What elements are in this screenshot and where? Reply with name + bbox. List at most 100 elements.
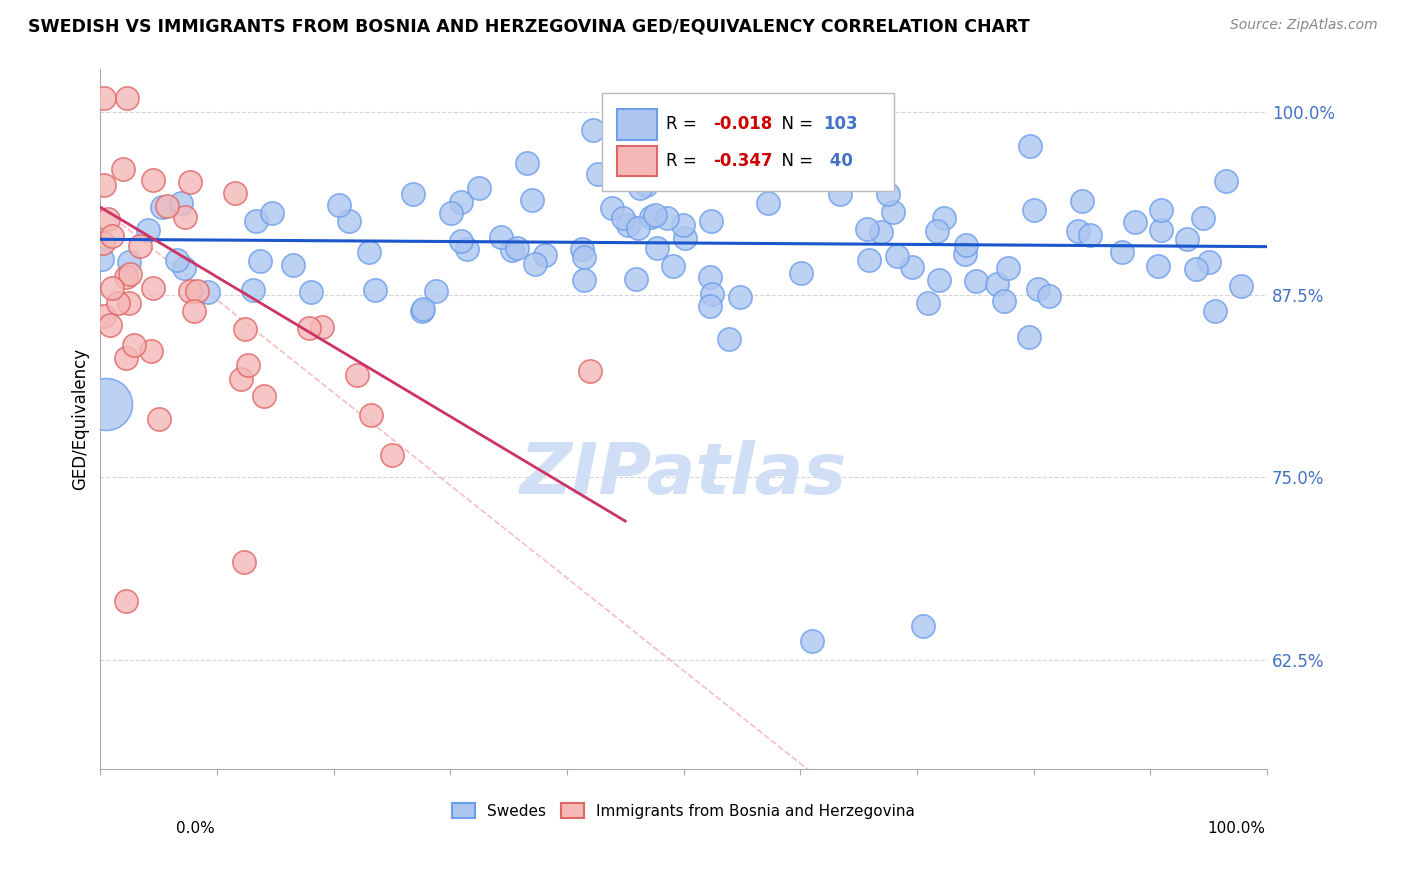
Point <box>1175 232 1198 246</box>
Point <box>1150 222 1173 236</box>
Point <box>156 199 179 213</box>
Point <box>114 594 136 608</box>
Point <box>456 243 478 257</box>
Point <box>402 186 425 201</box>
Point <box>1071 194 1094 208</box>
Point <box>179 175 201 189</box>
Point <box>856 221 879 235</box>
Point <box>150 200 173 214</box>
Point <box>136 223 159 237</box>
Point <box>586 167 609 181</box>
Point <box>640 211 662 225</box>
Point <box>1067 224 1090 238</box>
Point <box>876 187 898 202</box>
Point <box>627 221 650 235</box>
Point <box>917 295 939 310</box>
Point <box>634 178 657 193</box>
Point <box>655 211 678 225</box>
Point <box>1146 259 1168 273</box>
Point <box>616 219 638 233</box>
Point <box>997 261 1019 276</box>
Text: N =: N = <box>770 152 818 170</box>
Point <box>1230 279 1253 293</box>
Point <box>93 310 115 324</box>
Point <box>357 244 380 259</box>
Point <box>233 321 256 335</box>
Point <box>925 224 948 238</box>
Point <box>673 231 696 245</box>
Point <box>901 260 924 274</box>
Point <box>582 123 605 137</box>
Point <box>346 368 368 382</box>
Point <box>224 186 246 201</box>
FancyBboxPatch shape <box>617 109 657 140</box>
Point <box>523 257 546 271</box>
Point <box>700 286 723 301</box>
Point <box>166 252 188 267</box>
Point <box>260 206 283 220</box>
Point <box>179 284 201 298</box>
Point <box>328 198 350 212</box>
Point <box>886 249 908 263</box>
Point <box>122 338 145 352</box>
Point <box>97 212 120 227</box>
Point <box>717 332 740 346</box>
Point <box>283 258 305 272</box>
Point <box>1018 139 1040 153</box>
Point <box>522 193 544 207</box>
Point <box>1198 255 1220 269</box>
Point <box>993 293 1015 308</box>
Point <box>107 295 129 310</box>
Point <box>800 633 823 648</box>
Text: 40: 40 <box>824 152 852 170</box>
Text: ZIPatlas: ZIPatlas <box>520 441 848 509</box>
Point <box>91 252 114 266</box>
Point <box>700 214 723 228</box>
Point <box>170 196 193 211</box>
FancyBboxPatch shape <box>602 93 894 191</box>
Point <box>242 283 264 297</box>
Point <box>1018 329 1040 343</box>
Point <box>1026 282 1049 296</box>
Point <box>115 270 138 285</box>
Point <box>1125 215 1147 229</box>
Point <box>1038 289 1060 303</box>
Text: -0.018: -0.018 <box>713 115 772 133</box>
Point <box>624 272 647 286</box>
Point <box>1191 211 1213 225</box>
Point <box>489 229 512 244</box>
Point <box>1111 245 1133 260</box>
Point <box>928 273 950 287</box>
Point <box>756 196 779 211</box>
Point <box>337 214 360 228</box>
Point <box>858 252 880 267</box>
Point <box>612 211 634 226</box>
Point <box>501 244 523 258</box>
Point <box>617 171 640 186</box>
Point <box>644 208 666 222</box>
Point <box>425 284 447 298</box>
Point <box>790 266 813 280</box>
Point <box>139 344 162 359</box>
Point <box>118 296 141 310</box>
Point <box>183 304 205 318</box>
Point <box>115 91 138 105</box>
Point <box>298 321 321 335</box>
Point <box>630 181 652 195</box>
Point <box>645 241 668 255</box>
Point <box>91 236 114 251</box>
Point <box>186 285 208 299</box>
Point <box>360 409 382 423</box>
Point <box>93 91 115 105</box>
Point <box>869 225 891 239</box>
Legend: Swedes, Immigrants from Bosnia and Herzegovina: Swedes, Immigrants from Bosnia and Herze… <box>446 797 921 825</box>
Point <box>955 237 977 252</box>
Point <box>1150 202 1173 217</box>
Point <box>115 351 138 365</box>
Point <box>148 411 170 425</box>
Text: N =: N = <box>770 115 818 133</box>
Point <box>533 248 555 262</box>
Point <box>882 205 904 219</box>
Point <box>412 301 434 316</box>
Point <box>662 259 685 273</box>
